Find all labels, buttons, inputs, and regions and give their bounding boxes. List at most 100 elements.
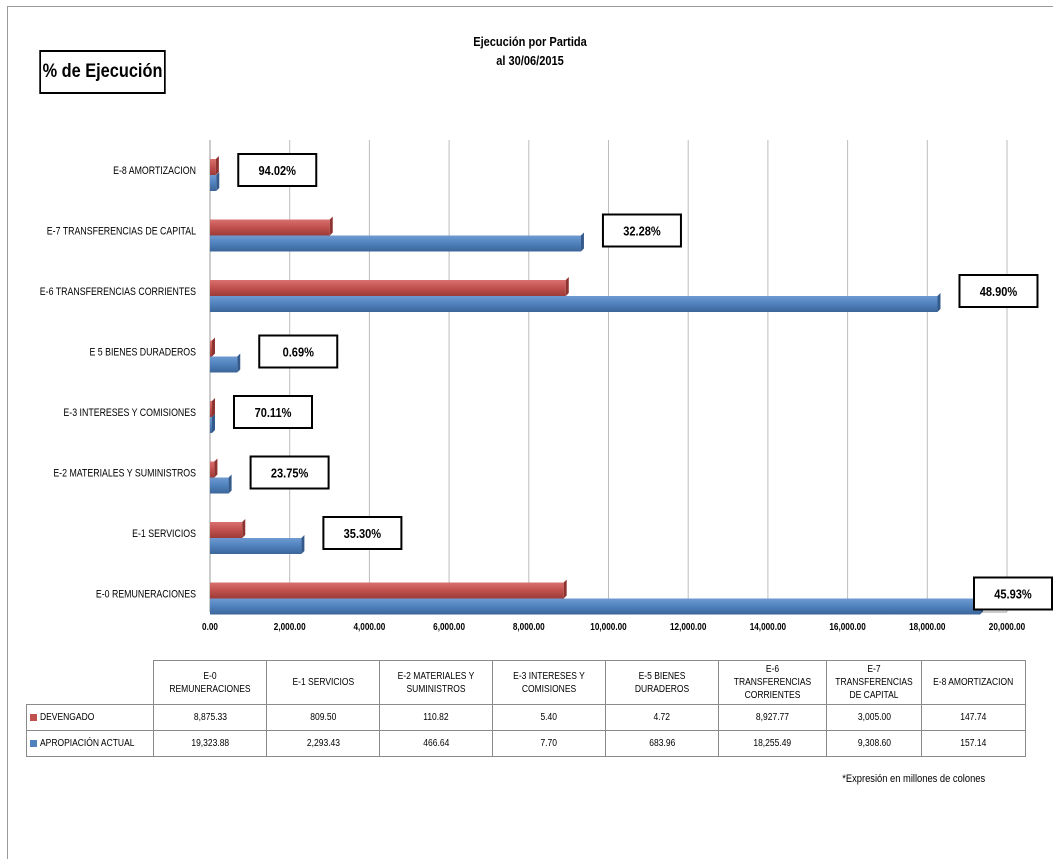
percent-box [249, 455, 330, 490]
percent-box [237, 153, 318, 187]
bar-apropiacion-side [580, 232, 584, 252]
table-cell: 4.72 [605, 704, 719, 731]
percent-box [258, 334, 339, 369]
table-header-row: E-0 REMUNERACIONES E-1 SERVICIOS E-2 MAT… [26, 660, 1026, 705]
percent-box [601, 213, 682, 248]
percent-callout: 23.75% [249, 455, 330, 490]
table-header: E-5 BIENES DURADEROS [605, 660, 719, 705]
x-tick-label: 20,000.00 [989, 621, 1025, 632]
percent-callout: 70.11% [233, 395, 313, 429]
bar-apropiacion [210, 175, 217, 191]
table-cell: 19,323.88 [153, 730, 267, 757]
bar-apropiacion-side [212, 414, 215, 433]
table-cell: 2,293.43 [266, 730, 380, 757]
percent-label: 45.93% [994, 587, 1032, 602]
bar-devengado [210, 159, 216, 175]
chart-frame [7, 6, 1053, 859]
percent-callout: 94.02% [237, 153, 318, 187]
percent-callout: 48.90% [958, 274, 1039, 308]
table-cell: 466.64 [379, 730, 493, 757]
bar-devengado-side [565, 277, 569, 296]
bar-chart: E-0 REMUNERACIONES E-1 SERVICIOS E-2 MATER… [40, 140, 1053, 632]
bar-apropiacion-side [937, 293, 941, 312]
percent-callout: 45.93% [973, 576, 1053, 611]
x-tick-label: 8,000.00 [513, 621, 545, 632]
legend-devengado: DEVENGADO [26, 704, 154, 731]
category-label: E-1 SERVICIOS [132, 528, 196, 540]
percent-callout: 32.28% [601, 213, 682, 248]
bar-apropiacion [210, 477, 229, 494]
table-row-apropiacion: APROPIACIÓN ACTUAL 19,323.88 2,293.43 46… [26, 730, 1026, 757]
bar-devengado-side [215, 156, 219, 175]
x-tick-label: 6,000.00 [433, 621, 465, 632]
data-table: E-0 REMUNERACIONES E-1 SERVICIOS E-2 MAT… [26, 660, 1026, 757]
percent-label: 94.02% [259, 163, 297, 178]
table-cell: 18,255.49 [718, 730, 827, 757]
x-tick-label: 2,000.00 [274, 621, 306, 632]
bar-devengado-side [563, 579, 567, 599]
bar-apropiacion [210, 356, 238, 373]
table-header: E-3 INTERESES Y COMISIONES [492, 660, 606, 705]
table-cell: 110.82 [379, 704, 493, 731]
percent-callout: 0.69% [258, 334, 339, 369]
bar-devengado [210, 522, 243, 538]
percent-box [233, 395, 313, 429]
bar-apropiacion-side [228, 474, 232, 494]
bar-devengado-side [214, 458, 218, 478]
x-tick-label: 12,000.00 [670, 621, 706, 632]
bar-devengado-side [242, 519, 246, 538]
percent-label: 23.75% [271, 466, 309, 481]
category-label: E-6 TRANSFERENCIAS CORRIENTES [40, 286, 197, 298]
category-label: E-7 TRANSFERENCIAS DE CAPITAL [47, 226, 197, 238]
category-label: E-8 AMORTIZACION [113, 165, 196, 177]
percent-label: 70.11% [255, 405, 292, 420]
chart-title: Ejecución por Partida al 30/06/2015 [445, 32, 615, 70]
percent-labels: 45.93% 35.30% 23.75% 70.11% 0.69% 48.90% 32.28… [233, 153, 1053, 611]
x-tick-label: 10,000.00 [590, 621, 626, 632]
bar-devengado [210, 280, 566, 296]
bar-devengado-side [212, 337, 215, 357]
chart-title-line2: al 30/06/2015 [496, 53, 564, 68]
x-tick-label: 16,000.00 [829, 621, 865, 632]
bar-devengado [210, 401, 212, 417]
category-label: E 5 BIENES DURADEROS [89, 347, 196, 359]
execution-badge: % de Ejecución [39, 50, 166, 94]
percent-box [973, 576, 1053, 611]
chart-bars [210, 156, 984, 615]
table-cell: 683.96 [605, 730, 719, 757]
percent-label: 32.28% [623, 224, 661, 239]
bar-devengado [210, 582, 564, 599]
category-labels: E-0 REMUNERACIONES E-1 SERVICIOS E-2 MATER… [40, 165, 197, 601]
table-cell: 8,927.77 [718, 704, 827, 731]
percent-box [958, 274, 1039, 308]
chart-title-line1: Ejecución por Partida [473, 34, 587, 49]
table-row-devengado: DEVENGADO 8,875.33 809.50 110.82 5.40 4.… [26, 704, 1026, 731]
x-tick-label: 18,000.00 [909, 621, 945, 632]
table-header: E-6 TRANSFERENCIAS CORRIENTES [718, 660, 827, 705]
table-cell: 9,308.60 [826, 730, 922, 757]
bar-apropiacion [210, 598, 981, 615]
bar-apropiacion [210, 417, 212, 433]
bar-devengado [210, 219, 330, 236]
bar-devengado-side [212, 398, 215, 417]
percent-callout: 35.30% [322, 516, 403, 550]
category-label: E-2 MATERIALES Y SUMINISTROS [53, 468, 196, 480]
category-label: E-0 REMUNERACIONES [96, 589, 196, 601]
table-cell: 3,005.00 [826, 704, 922, 731]
table-header: E-2 MATERIALES Y SUMINISTROS [379, 660, 493, 705]
legend-apropiacion: APROPIACIÓN ACTUAL [26, 730, 154, 757]
table-header: E-7 TRANSFERENCIAS DE CAPITAL [826, 660, 922, 705]
percent-label: 48.90% [980, 284, 1018, 299]
x-tick-label: 0.00 [202, 621, 218, 632]
x-tick-label: 4,000.00 [353, 621, 385, 632]
legend-swatch-blue [30, 739, 37, 747]
table-cell: 157.14 [921, 730, 1026, 757]
table-header: E-1 SERVICIOS [266, 660, 380, 705]
bar-apropiacion-side [237, 353, 241, 373]
table-header: E-8 AMORTIZACION [921, 660, 1026, 705]
category-label: E-3 INTERESES Y COMISIONES [63, 407, 196, 419]
percent-label: 0.69% [283, 345, 315, 360]
x-tick-label: 14,000.00 [750, 621, 786, 632]
percent-box [322, 516, 403, 550]
bar-devengado [210, 461, 215, 478]
